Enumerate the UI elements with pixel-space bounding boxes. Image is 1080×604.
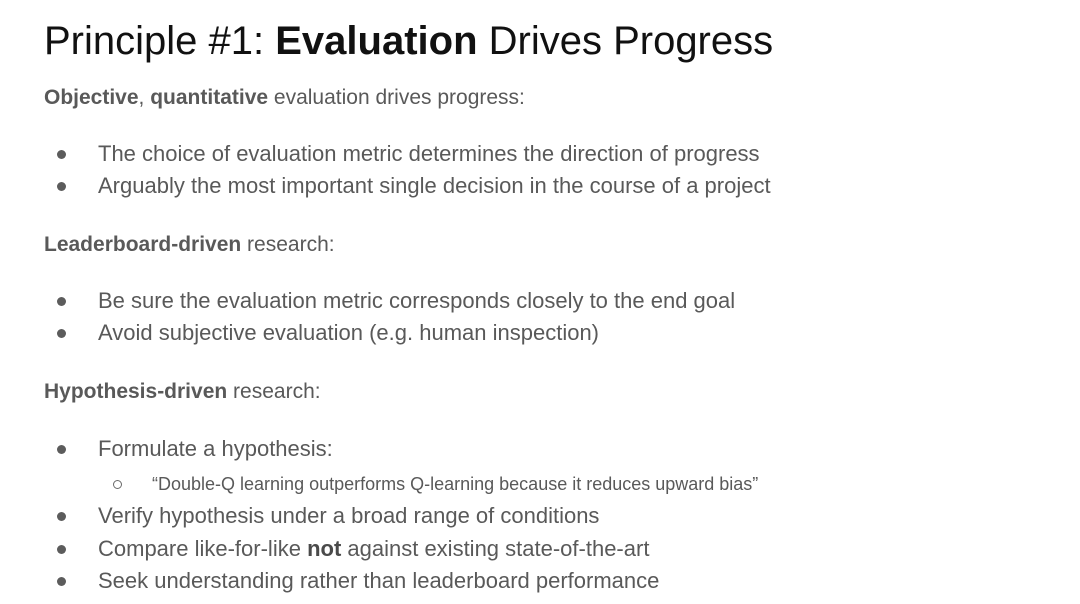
heading-rest: research: xyxy=(241,233,335,256)
section-heading-hypothesis: Hypothesis-driven research: xyxy=(44,379,321,405)
list-item-text: The choice of evaluation metric determin… xyxy=(98,141,760,166)
list-item: Formulate a hypothesis: xyxy=(0,434,1080,464)
list-item-text: Verify hypothesis under a broad range of… xyxy=(98,503,600,528)
bullet-ring-icon xyxy=(113,480,122,489)
compare-rest: against existing state-of-the-art xyxy=(341,536,650,561)
list-item: Verify hypothesis under a broad range of… xyxy=(0,501,1080,531)
list-item-text: Seek understanding rather than leaderboa… xyxy=(98,568,660,593)
section-heading-leaderboard: Leaderboard-driven research: xyxy=(44,232,335,258)
bullet-dot-icon xyxy=(57,512,66,521)
heading-separator: , xyxy=(138,86,151,109)
title-suffix: Drives Progress xyxy=(477,19,774,63)
slide-title: Principle #1: Evaluation Drives Progress xyxy=(44,16,773,66)
list-item: The choice of evaluation metric determin… xyxy=(0,139,1080,169)
list-item-text: Be sure the evaluation metric correspond… xyxy=(98,288,736,313)
title-prefix: Principle #1: xyxy=(44,19,276,63)
sub-list-item-text: “Double-Q learning outperforms Q-learnin… xyxy=(152,474,759,494)
bullet-dot-icon xyxy=(57,445,66,454)
bullet-dot-icon xyxy=(57,150,66,159)
heading-bold-2: quantitative xyxy=(150,86,269,109)
list-item-text: Avoid subjective evaluation (e.g. human … xyxy=(98,320,600,345)
list-item: Be sure the evaluation metric correspond… xyxy=(0,286,1080,316)
list-item: Avoid subjective evaluation (e.g. human … xyxy=(0,318,1080,348)
heading-bold: Leaderboard-driven xyxy=(44,233,242,256)
title-bold: Evaluation xyxy=(275,19,478,63)
heading-bold: Hypothesis-driven xyxy=(44,380,228,403)
heading-rest: research: xyxy=(227,380,321,403)
bullet-dot-icon xyxy=(57,182,66,191)
list-item: Compare like-for-like not against existi… xyxy=(0,534,1080,564)
section-heading-objective: Objective, quantitative evaluation drive… xyxy=(44,85,525,111)
bullet-dot-icon xyxy=(57,329,66,338)
bullet-dot-icon xyxy=(57,545,66,554)
heading-bold: Objective xyxy=(44,86,139,109)
compare-text: Compare like-for-like xyxy=(98,536,301,561)
sub-list-item: “Double-Q learning outperforms Q-learnin… xyxy=(0,472,1080,496)
compare-bold: not xyxy=(307,536,342,561)
bullet-dot-icon xyxy=(57,577,66,586)
list-item: Arguably the most important single decis… xyxy=(0,171,1080,201)
list-item-text: Formulate a hypothesis: xyxy=(98,436,333,461)
list-item-text: Arguably the most important single decis… xyxy=(98,173,771,198)
bullet-dot-icon xyxy=(57,297,66,306)
heading-rest: evaluation drives progress: xyxy=(268,86,525,109)
list-item-text: Compare like-for-like not against existi… xyxy=(98,534,649,564)
list-item: Seek understanding rather than leaderboa… xyxy=(0,566,1080,596)
